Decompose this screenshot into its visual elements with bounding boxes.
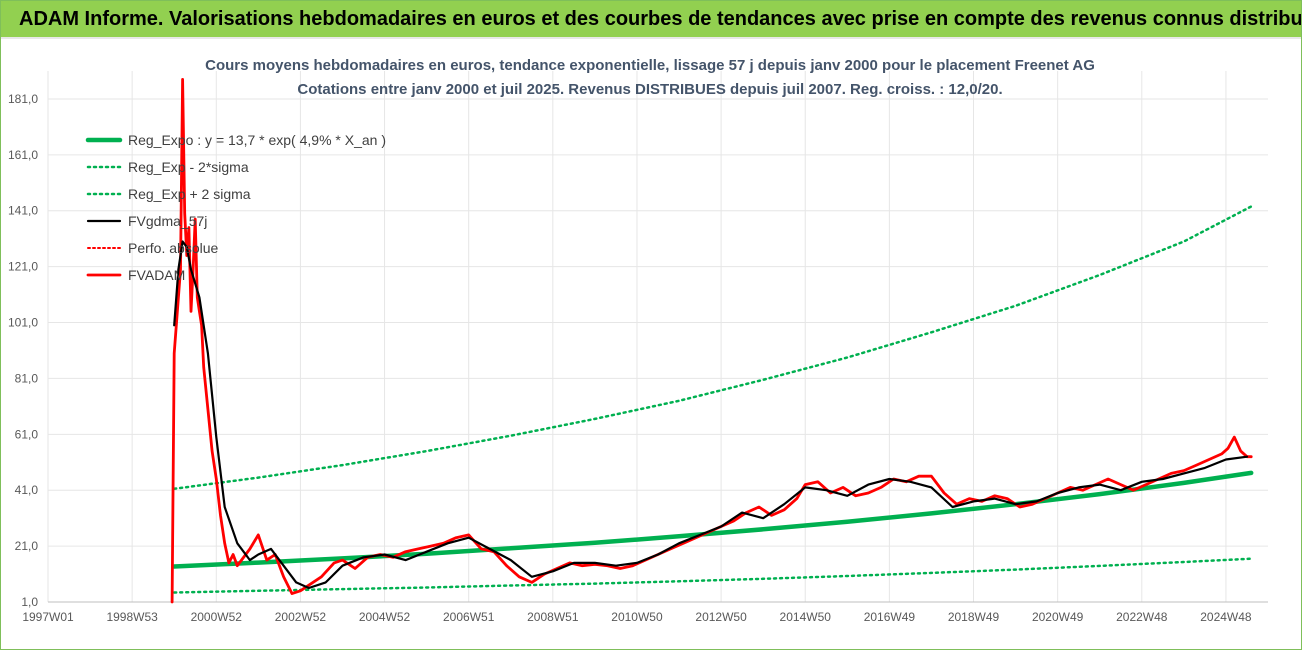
y-tick-labels: 1,0 21,0 41,0 61,0 81,0 101,0 121,0 141,0 161,0 1… [8,92,38,609]
x-tick-label: 1997W01 [22,610,74,624]
x-tick-label: 2010W50 [611,610,663,624]
series-line-0 [171,470,1254,569]
legend-label: Reg_Expo : y = 13,7 * exp( 4,9% * X_an ) [128,132,386,148]
x-tick-label: 2014W50 [780,610,832,624]
y-tick-label: 101,0 [8,316,38,330]
legend-label: FVgdma_57j [128,213,207,229]
x-tick-label: 1998W53 [106,610,158,624]
legend-label: Perfo. absolue [128,240,218,256]
x-tick-label: 2002W52 [275,610,327,624]
x-tick-label: 2000W52 [191,610,243,624]
report-banner-title: ADAM Informe. Valorisations hebdomadaire… [1,1,1301,37]
legend-label: Reg_Exp - 2*sigma [128,159,249,175]
x-tick-label: 2018W49 [948,610,1000,624]
x-tick-label: 2022W48 [1116,610,1168,624]
y-tick-label: 161,0 [8,148,38,162]
series-line-5 [170,78,1253,604]
legend-label: Reg_Exp + 2 sigma [128,186,251,202]
y-tick-label: 21,0 [15,539,39,553]
banner-divider [1,37,1301,39]
y-tick-label: 41,0 [15,483,39,497]
x-tick-label: 2006W51 [443,610,495,624]
legend-label: FVADAM [128,267,185,283]
x-tick-label: 2012W50 [695,610,747,624]
y-tick-label: 81,0 [15,371,39,385]
x-tick-labels: 1997W01 1998W53 2000W52 2002W52 2004W52 2006W… [22,610,1252,624]
x-tick-label: 2020W49 [1032,610,1084,624]
chart-subtitle: Cotations entre janv 2000 et juil 2025. … [297,81,1002,98]
y-tick-label: 141,0 [8,204,38,218]
legend: Reg_Expo : y = 13,7 * exp( 4,9% * X_an )… [85,132,386,283]
x-tick-label: 2008W51 [527,610,579,624]
series-lines [170,78,1254,604]
series-line-2 [172,205,1253,491]
y-tick-label: 181,0 [8,92,38,106]
y-tick-label: 1,0 [21,595,38,609]
x-tick-label: 2016W49 [864,610,916,624]
y-tick-label: 121,0 [8,260,38,274]
y-tick-label: 61,0 [15,427,39,441]
x-tick-label: 2004W52 [359,610,411,624]
series-line-3 [173,240,1249,590]
x-tick-label: 2024W48 [1200,610,1252,624]
chart-title: Cours moyens hebdomadaires en euros, ten… [205,57,1095,74]
series-line-1 [172,557,1253,594]
